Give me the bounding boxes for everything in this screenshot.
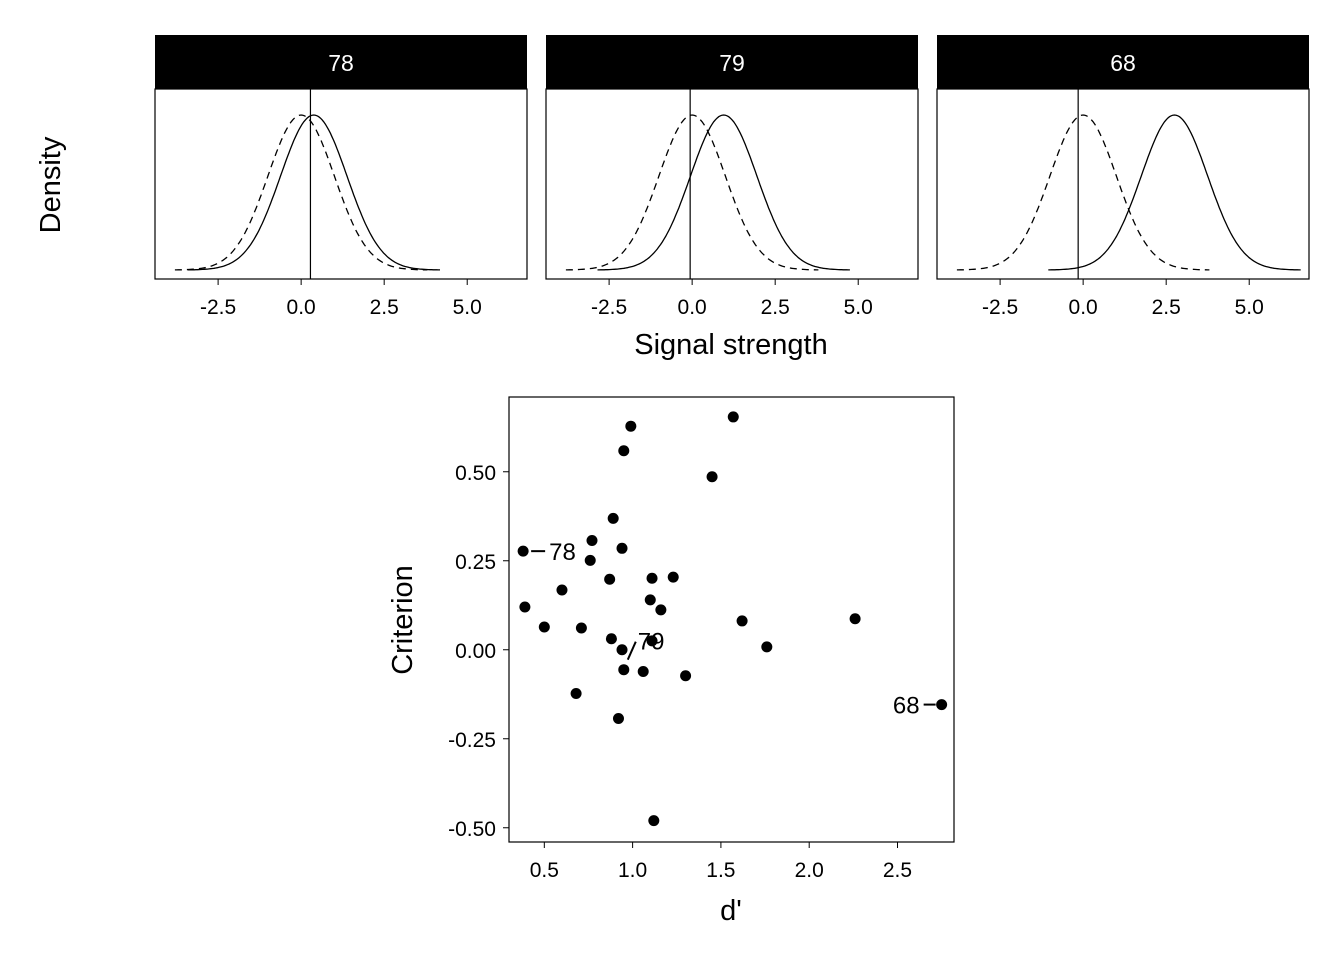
- x-tick-label: 5.0: [1235, 296, 1264, 319]
- facet-strip: [937, 35, 1309, 89]
- data-point: [680, 670, 692, 682]
- data-point: [570, 688, 582, 700]
- x-tick-label: -2.5: [591, 296, 627, 319]
- point-label: 79: [638, 629, 665, 656]
- x-tick-label: 2.5: [370, 296, 399, 319]
- point-label: 68: [893, 693, 920, 720]
- data-point: [625, 420, 637, 432]
- x-tick-label: 2.5: [883, 859, 912, 882]
- y-axis-title: Criterion: [387, 565, 419, 675]
- data-point: [655, 604, 667, 616]
- x-tick-label: -2.5: [200, 296, 236, 319]
- y-tick-label: 0.50: [455, 462, 496, 485]
- density-panel: 79 -2.5 0.0 2.5 5.0: [545, 35, 919, 319]
- data-point: [605, 633, 617, 645]
- data-point: [667, 571, 679, 583]
- plot-border: [508, 396, 955, 843]
- data-point: [648, 815, 660, 827]
- data-point: [637, 665, 649, 677]
- noise-distribution-curve: [956, 114, 1210, 271]
- y-axis-title: Density: [35, 136, 67, 233]
- data-point: [706, 471, 718, 483]
- data-point: [538, 621, 550, 633]
- x-tick-label: 0.5: [530, 859, 559, 882]
- noise-distribution-curve: [565, 114, 819, 271]
- x-tick-label: 2.5: [761, 296, 790, 319]
- data-point: [517, 545, 529, 557]
- x-tick-label: 2.5: [1152, 296, 1181, 319]
- data-point: [519, 601, 531, 613]
- facet-strip: [155, 35, 527, 89]
- y-tick-label: 0.00: [455, 640, 496, 663]
- data-point: [616, 644, 628, 656]
- y-tick-label: -0.25: [448, 729, 496, 752]
- data-point: [584, 554, 596, 566]
- x-tick-label: 1.5: [706, 859, 735, 882]
- data-point: [727, 411, 739, 423]
- data-point: [604, 573, 616, 585]
- point-label: 78: [549, 539, 576, 566]
- panel-border: [154, 88, 528, 280]
- y-tick-label: -0.50: [448, 818, 496, 841]
- data-point: [618, 664, 630, 676]
- facet-label: 68: [1110, 50, 1136, 76]
- data-point: [646, 572, 658, 584]
- facet-strip: [546, 35, 918, 89]
- data-point: [618, 445, 630, 457]
- panel-border: [936, 88, 1310, 280]
- panel-border: [545, 88, 919, 280]
- x-axis-title: d': [720, 895, 742, 927]
- y-tick-label: 0.25: [455, 551, 496, 574]
- facet-label: 79: [719, 50, 745, 76]
- data-point: [612, 712, 624, 724]
- data-point: [761, 641, 773, 653]
- signal-distribution-curve: [187, 114, 440, 271]
- scatter-plot: 0.5 1.0 1.5 2.0 2.5 0.50 0.25 0.00 -0.25 -0.50 d' C…: [387, 396, 955, 927]
- data-point: [607, 512, 619, 524]
- x-tick-label: 0.0: [678, 296, 707, 319]
- x-axis-title: Signal strength: [634, 329, 827, 361]
- data-point: [646, 635, 658, 647]
- data-point: [736, 615, 748, 627]
- x-tick-label: 5.0: [844, 296, 873, 319]
- x-tick-label: -2.5: [982, 296, 1018, 319]
- data-point: [644, 594, 656, 606]
- data-point: [849, 613, 861, 625]
- x-tick-label: 0.0: [287, 296, 316, 319]
- label-leader-line: [626, 641, 637, 661]
- signal-distribution-curve: [1048, 114, 1301, 271]
- x-tick-label: 2.0: [795, 859, 824, 882]
- data-point: [586, 534, 598, 546]
- signal-distribution-curve: [597, 114, 850, 271]
- x-tick-label: 5.0: [453, 296, 482, 319]
- data-point: [936, 699, 948, 711]
- noise-distribution-curve: [174, 114, 428, 271]
- density-panel: 78 -2.5 0.0 2.5 5.0: [154, 35, 528, 319]
- data-point: [556, 584, 568, 596]
- data-point: [575, 622, 587, 634]
- x-tick-label: 0.0: [1069, 296, 1098, 319]
- density-panel: 68 -2.5 0.0 2.5 5.0: [936, 35, 1310, 319]
- facet-label: 78: [328, 50, 354, 76]
- x-tick-label: 1.0: [618, 859, 647, 882]
- data-point: [616, 542, 628, 554]
